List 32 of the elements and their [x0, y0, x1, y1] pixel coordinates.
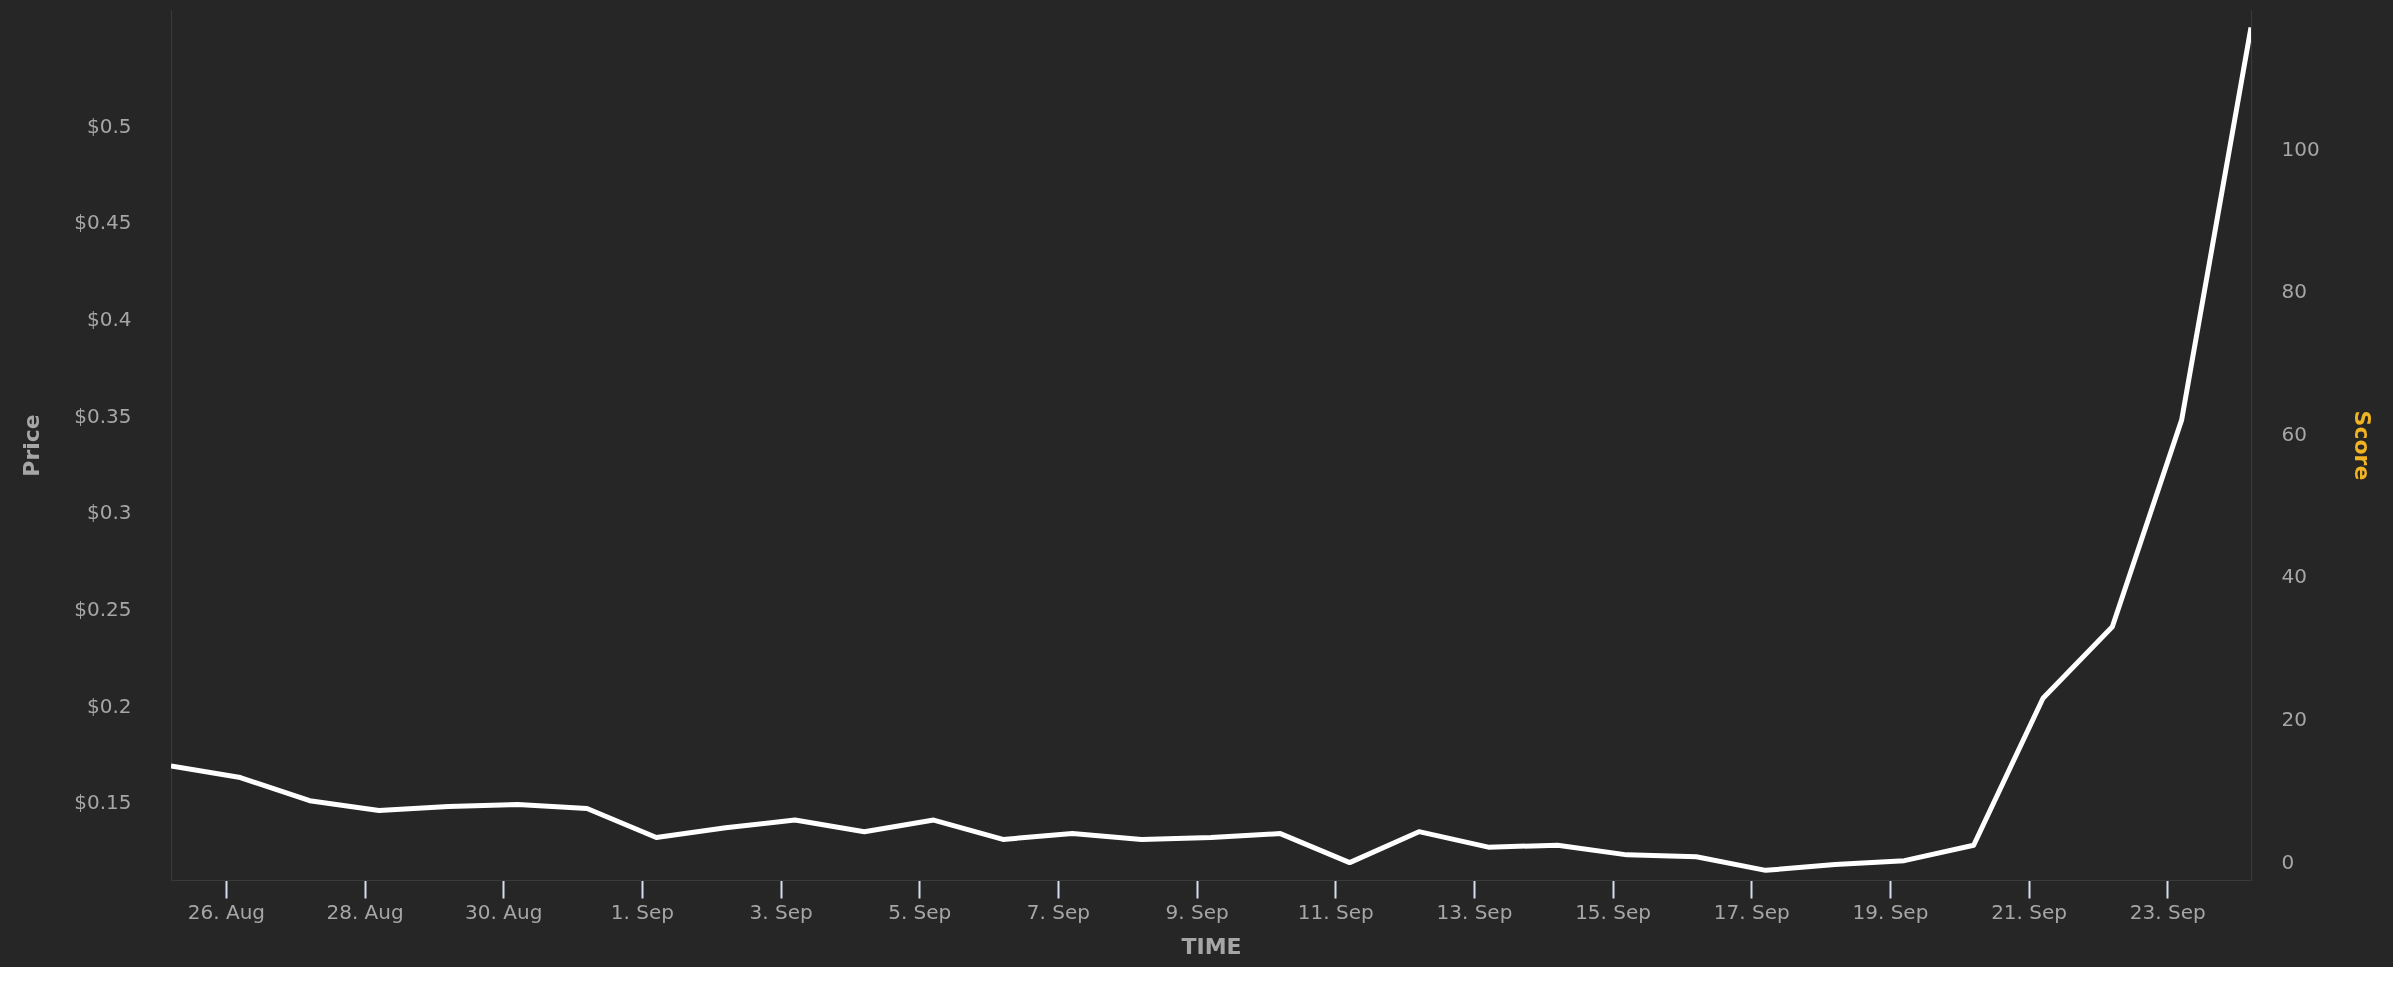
x-tick-label: 7. Sep: [1026, 899, 1090, 924]
x-tick-label: 9. Sep: [1165, 899, 1229, 924]
y-tick-label: $0.5: [86, 113, 132, 138]
y2-tick-label: 60: [2281, 421, 2307, 446]
x-tick-label: 3. Sep: [749, 899, 813, 924]
y-tick-label: $0.15: [74, 790, 132, 815]
y2-tick-label: 80: [2281, 279, 2307, 304]
y-tick-label: $0.4: [86, 306, 132, 331]
x-tick-label: 26. Aug: [187, 899, 265, 924]
y2-tick-label: 40: [2281, 564, 2307, 589]
x-tick-label: 17. Sep: [1713, 899, 1790, 924]
x-tick-label: 1. Sep: [610, 899, 674, 924]
y2-tick-label: 100: [2281, 136, 2320, 161]
x-tick-label: 21. Sep: [1991, 899, 2067, 924]
y-tick-label: $0.3: [86, 500, 132, 525]
x-tick-label: 19. Sep: [1852, 899, 1929, 924]
y-tick-label: $0.45: [74, 210, 132, 235]
x-tick-label: 11. Sep: [1297, 899, 1374, 924]
x-tick-label: 15. Sep: [1575, 899, 1651, 924]
x-tick-label: 5. Sep: [888, 899, 952, 924]
x-axis-title: TIME: [1181, 933, 1242, 959]
y2-tick-label: 20: [2281, 707, 2307, 732]
y-axis-title: Price: [19, 414, 45, 477]
x-tick-label: 30. Aug: [465, 899, 543, 924]
y-tick-label: $0.2: [86, 693, 132, 718]
y2-axis-title: Score: [2349, 410, 2375, 481]
y2-tick-label: 0: [2281, 849, 2295, 874]
y-tick-label: $0.35: [74, 403, 132, 428]
x-tick-label: 28. Aug: [326, 899, 404, 924]
x-tick-label: 23. Sep: [2129, 899, 2206, 924]
x-tick-label: 13. Sep: [1436, 899, 1513, 924]
y-tick-label: $0.25: [74, 596, 132, 621]
